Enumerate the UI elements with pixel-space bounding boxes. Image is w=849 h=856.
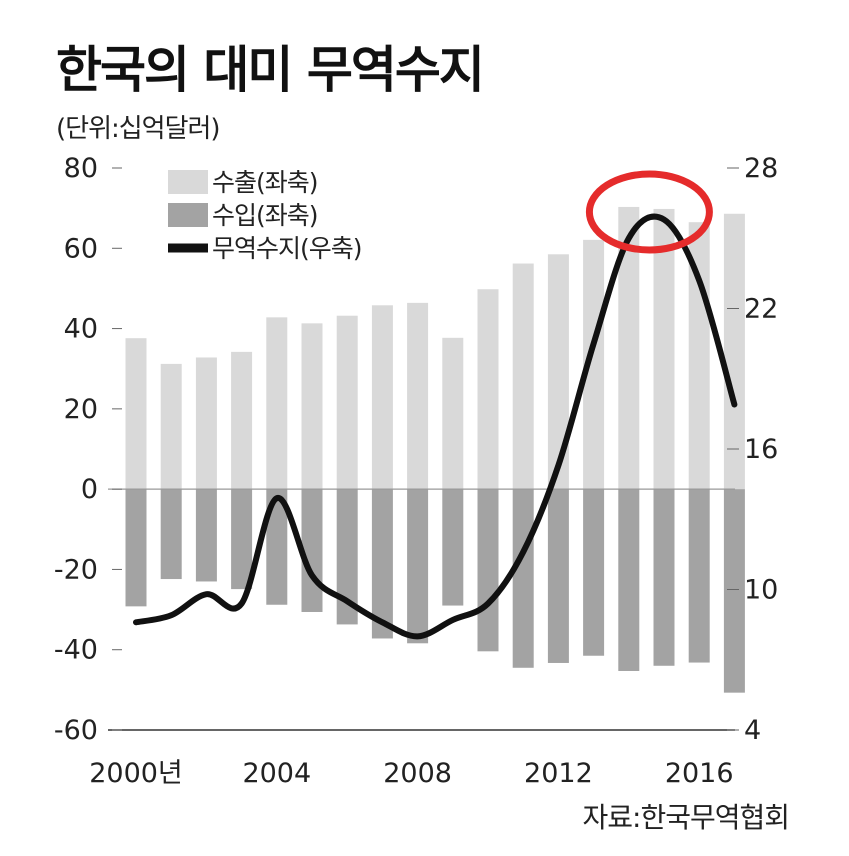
export-bar xyxy=(618,206,640,490)
left-tick-label: 20 xyxy=(64,394,98,425)
left-tick-label: 40 xyxy=(64,314,98,345)
import-bar xyxy=(336,489,358,625)
import-bar xyxy=(442,489,464,606)
legend-label: 무역수지(우축) xyxy=(212,234,362,263)
x-tick-label: 2004 xyxy=(242,758,311,789)
left-tick-label: 80 xyxy=(64,153,98,184)
import-bar xyxy=(583,489,605,656)
highlight-group xyxy=(585,170,713,254)
legend-label: 수출(좌축) xyxy=(212,168,318,197)
export-bar xyxy=(583,239,605,490)
x-tick-label: 2000년 xyxy=(89,758,183,789)
export-bar xyxy=(547,254,569,490)
unit-label: (단위:십억달러) xyxy=(56,114,221,144)
export-bar xyxy=(723,213,745,490)
import-bar xyxy=(512,489,534,668)
import-bar xyxy=(266,489,288,605)
trade-balance-line xyxy=(133,213,738,640)
right-tick-label: 28 xyxy=(744,153,778,184)
export-bar xyxy=(512,263,534,490)
import-bar xyxy=(371,489,393,639)
import-bar xyxy=(477,489,499,652)
export-bar xyxy=(477,289,499,490)
line-group xyxy=(133,213,738,640)
import-bar xyxy=(723,489,745,693)
import-bar xyxy=(231,489,253,590)
export-bar xyxy=(407,302,429,490)
right-tick-label: 22 xyxy=(744,294,778,325)
left-tick-label: -40 xyxy=(54,635,98,666)
export-bar xyxy=(442,337,464,490)
import-bar xyxy=(160,489,182,580)
import-bar xyxy=(195,489,217,582)
export-bar xyxy=(125,338,147,490)
chart-title: 한국의 대미 무역수지 xyxy=(56,41,485,99)
source-label: 자료:한국무역협회 xyxy=(582,801,790,834)
export-bar xyxy=(653,208,675,490)
export-bar xyxy=(160,363,182,490)
import-bar xyxy=(547,489,569,663)
import-bar xyxy=(688,489,710,663)
legend-swatch xyxy=(168,203,208,227)
x-tick-label: 2008 xyxy=(383,758,452,789)
axes-group: 80 60 40 20 0 -20 -40 -60 28 22 16 10 4 2000년 2004 2008… xyxy=(54,153,778,789)
right-tick-label: 4 xyxy=(744,715,761,746)
highlight-ellipse xyxy=(585,170,713,254)
export-bar xyxy=(266,317,288,490)
left-tick-label: -20 xyxy=(54,554,98,585)
left-tick-label: 60 xyxy=(64,233,98,264)
import-bar xyxy=(618,489,640,671)
export-bar xyxy=(301,323,323,490)
export-bar xyxy=(195,357,217,490)
legend-swatch xyxy=(168,170,208,194)
import-bar xyxy=(653,489,675,666)
export-bar xyxy=(371,305,393,490)
import-bar xyxy=(407,489,429,644)
export-bar xyxy=(231,351,253,490)
right-tick-label: 16 xyxy=(744,434,778,465)
left-tick-label: -60 xyxy=(54,715,98,746)
right-tick-label: 10 xyxy=(744,575,778,606)
bars-group xyxy=(125,206,745,693)
legend-label: 수입(좌축) xyxy=(212,201,318,230)
import-bar xyxy=(125,489,147,607)
export-bar xyxy=(336,315,358,490)
legend: 수출(좌축) 수입(좌축) 무역수지(우축) xyxy=(168,168,363,263)
left-tick-label: 0 xyxy=(81,474,98,505)
x-tick-label: 2016 xyxy=(665,758,734,789)
x-tick-label: 2012 xyxy=(524,758,593,789)
